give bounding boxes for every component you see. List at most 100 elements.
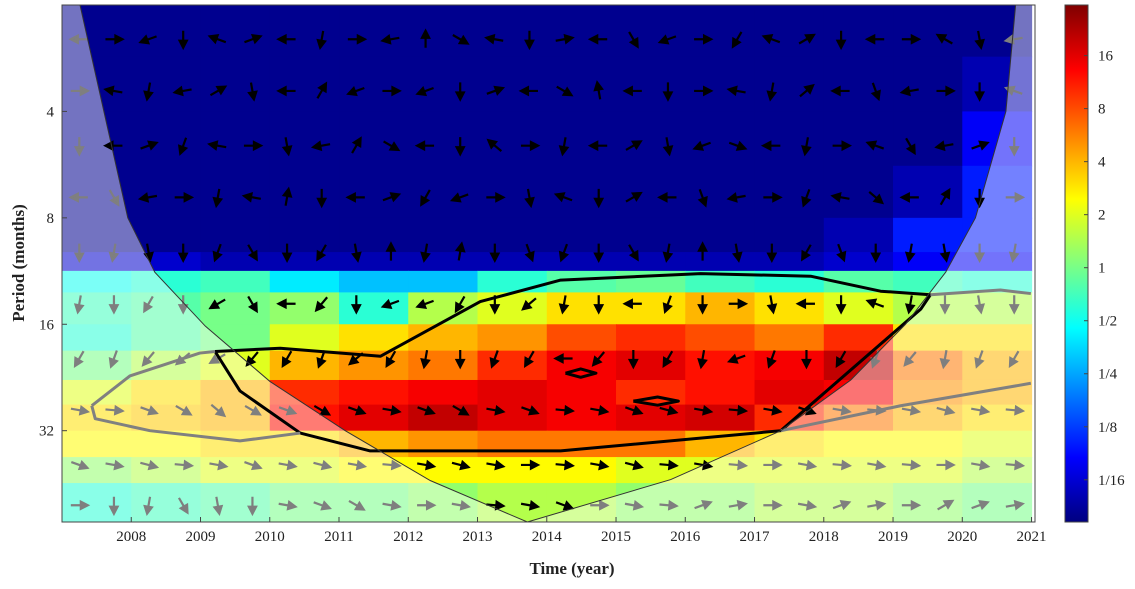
heatmap-cell [962, 217, 1033, 253]
phase-arrow [939, 349, 951, 370]
colorbar-tick-label: 16 [1098, 49, 1114, 65]
phase-arrow [420, 349, 431, 370]
phase-arrow [939, 295, 951, 315]
phase-arrow [454, 137, 466, 157]
heatmap-cell [616, 483, 686, 522]
phase-arrow [694, 33, 714, 45]
heatmap-cell [893, 5, 963, 58]
heatmap-cell [269, 5, 340, 58]
heatmap-cell [339, 165, 409, 219]
heatmap-cell [823, 270, 894, 293]
phase-arrow [208, 298, 226, 310]
x-tick-label: 2010 [255, 529, 285, 545]
heatmap-cell [131, 457, 202, 484]
heatmap-cell [685, 379, 756, 406]
heatmap-cell [962, 111, 1033, 167]
phase-arrow [761, 34, 781, 45]
phase-arrow [451, 459, 471, 471]
phase-arrow [939, 187, 951, 206]
phase-arrow [832, 500, 852, 511]
heatmap-cell [546, 430, 617, 458]
phase-arrow [351, 136, 362, 154]
heatmap-cell [754, 457, 825, 484]
colorbar-tick-label: 1/16 [1098, 473, 1125, 489]
heatmap-cell [477, 217, 548, 253]
heatmap-cell [754, 217, 825, 253]
phase-arrow [766, 82, 778, 102]
heatmap-cell [339, 5, 409, 58]
phase-arrow [70, 404, 91, 416]
phase-arrow [558, 137, 570, 157]
heatmap-cell [685, 252, 756, 272]
phase-arrow [348, 500, 366, 511]
phase-arrow [137, 192, 158, 203]
heatmap-cell [408, 483, 479, 522]
heatmap-cell [269, 457, 340, 484]
phase-arrow [971, 459, 991, 471]
phase-arrow [763, 459, 783, 471]
heatmap-cell [200, 430, 271, 458]
x-tick-label: 2020 [947, 529, 977, 545]
x-tick-label: 2013 [463, 529, 493, 545]
phase-arrow [489, 350, 500, 369]
contour [213, 272, 932, 453]
phase-arrow [899, 191, 919, 203]
heatmap-cell [62, 350, 132, 381]
heatmap-cell [823, 324, 894, 352]
phase-arrow [662, 350, 674, 368]
heatmap-cell [131, 5, 202, 58]
heatmap-cell [754, 5, 825, 58]
phase-arrow [486, 138, 503, 152]
phase-arrow [593, 188, 605, 209]
phase-arrow [835, 350, 847, 368]
phase-arrow [140, 405, 159, 416]
phase-arrow [73, 243, 85, 264]
heatmap-cell [616, 5, 686, 58]
heatmap-cell [823, 430, 894, 458]
phase-arrow [103, 140, 123, 152]
x-tick-label: 2015 [601, 529, 631, 545]
phase-arrow [174, 459, 195, 471]
coi-shade [62, 5, 1035, 522]
phase-arrow [728, 499, 748, 511]
phase-arrow [1005, 191, 1026, 203]
phase-arrow [801, 137, 812, 157]
phase-arrow [692, 140, 711, 151]
heatmap-cell [269, 270, 340, 293]
phase-arrow [657, 34, 677, 45]
phase-arrow [694, 500, 713, 511]
phase-arrow [454, 295, 466, 314]
heatmap-cell [546, 56, 617, 113]
phase-arrow [835, 295, 847, 315]
phase-arrow [593, 80, 604, 100]
x-tick-label: 2019 [878, 529, 908, 545]
phase-arrow [385, 241, 397, 261]
phase-arrow [662, 243, 674, 263]
phase-arrow [70, 499, 91, 511]
phase-arrow [454, 241, 466, 261]
heatmap-cell [962, 165, 1033, 219]
heatmap-cell [339, 430, 409, 458]
phase-arrow [726, 85, 746, 97]
colorbar-tick-label: 2 [1098, 208, 1106, 224]
phase-arrow [558, 243, 570, 263]
phase-arrow [625, 140, 643, 151]
y-axis-label: Period (months) [9, 204, 28, 322]
phase-arrow [143, 496, 154, 516]
heatmap-cell [131, 217, 202, 253]
phase-arrow [593, 295, 605, 315]
x-tick-label: 2018 [809, 529, 839, 545]
heatmap-cell [408, 324, 479, 352]
heatmap-cell [408, 217, 479, 253]
phase-arrow [1005, 404, 1026, 416]
heatmap-cell [685, 217, 756, 253]
phase-arrow [659, 459, 679, 471]
y-tick-label: 16 [39, 317, 55, 333]
heatmap-cell [131, 270, 202, 293]
heatmap-cell [685, 324, 756, 352]
phase-arrow [520, 140, 541, 152]
phase-arrow [351, 243, 362, 263]
phase-arrow [798, 33, 816, 45]
phase-arrow [591, 351, 606, 367]
plot-area [62, 5, 1035, 522]
